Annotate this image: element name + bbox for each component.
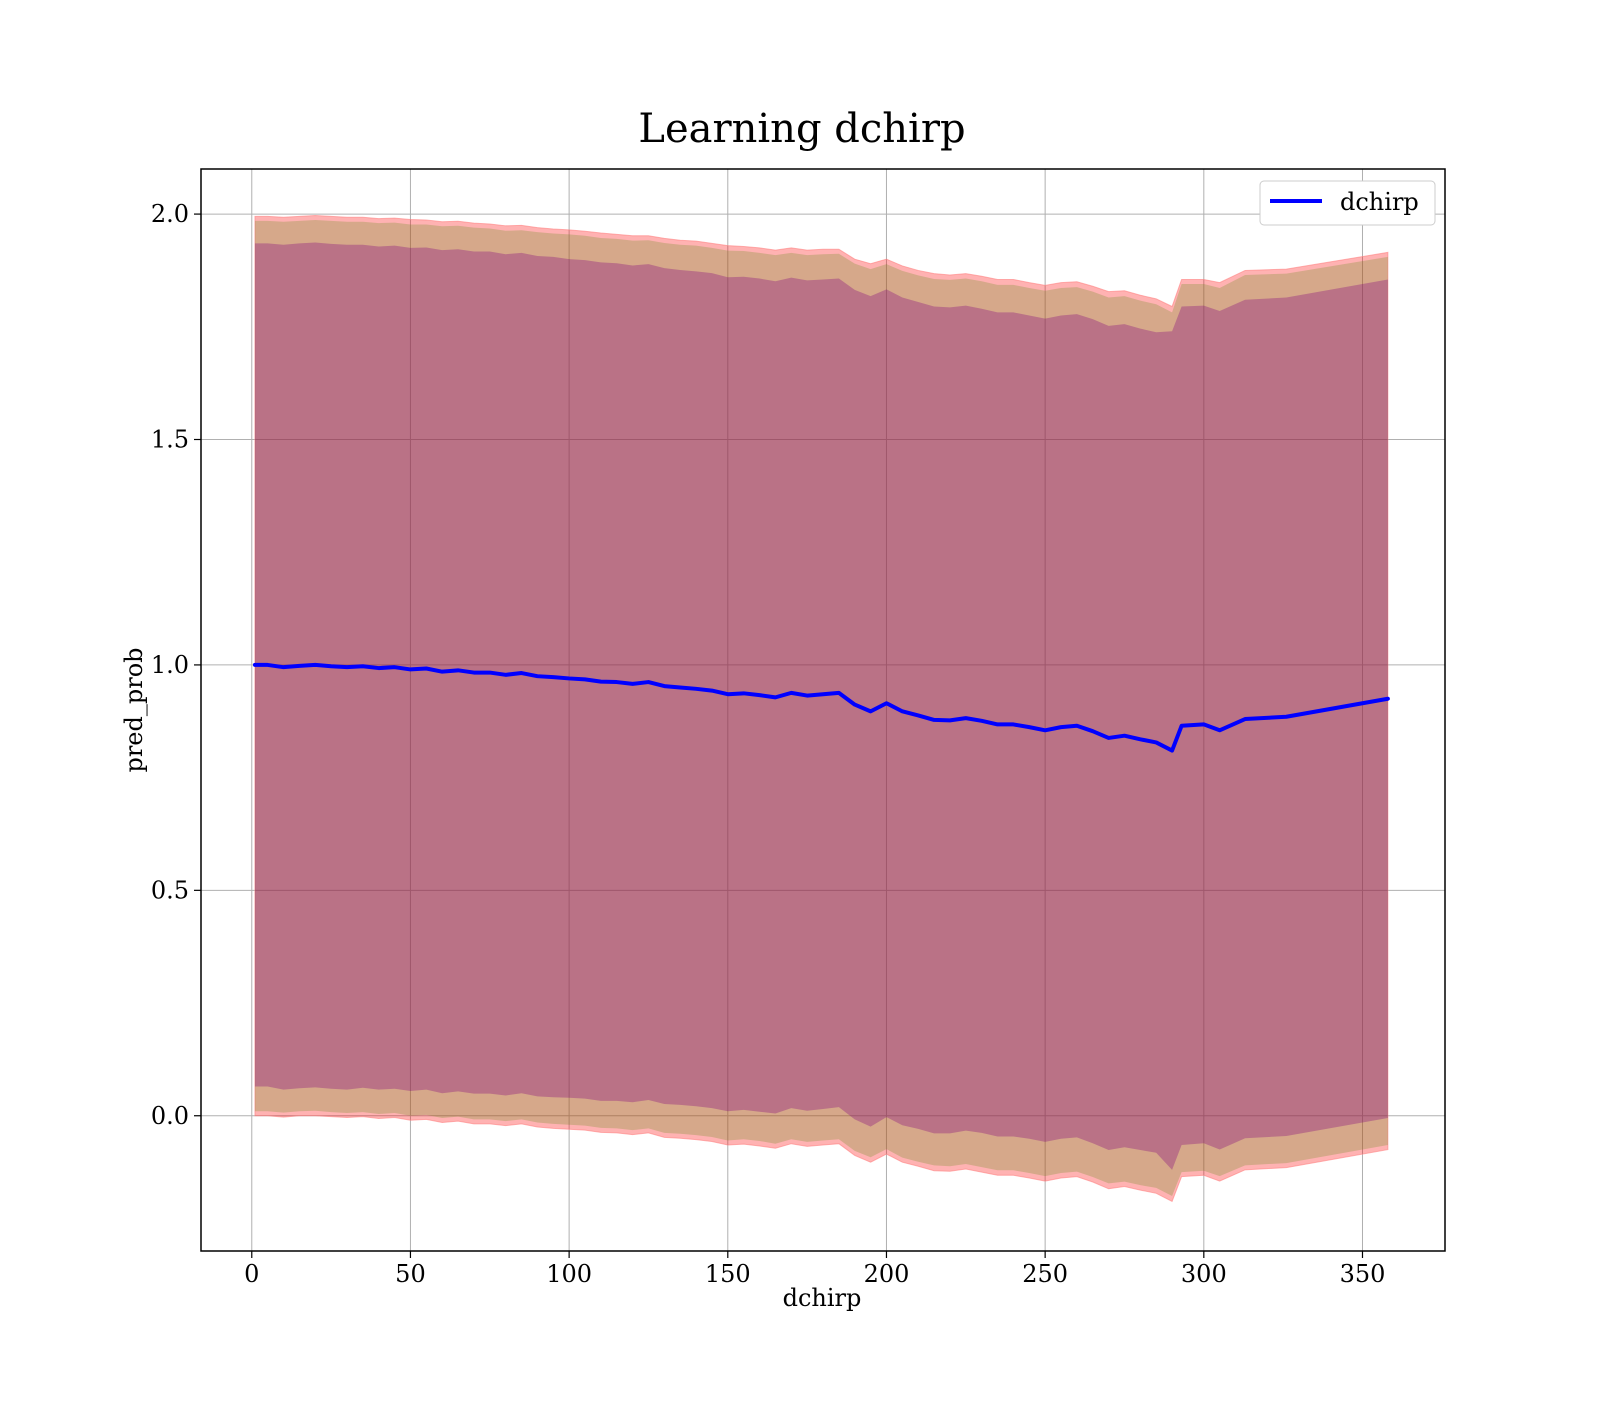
x-tick-label: 300	[1181, 1260, 1227, 1288]
line-layer	[252, 662, 1390, 753]
band-red	[254, 214, 1389, 1203]
x-tick-label: 250	[1022, 1260, 1068, 1288]
x-tick-label: 50	[395, 1260, 426, 1288]
y-tick-label: 0.5	[151, 876, 189, 904]
band-purple	[254, 242, 1388, 1170]
x-tick-label: 200	[864, 1260, 910, 1288]
band-layer	[254, 214, 1389, 1203]
series-line-dchirp	[252, 662, 1390, 753]
x-tick-label: 150	[705, 1260, 751, 1288]
x-tick-label: 0	[244, 1260, 259, 1288]
y-tick-label: 1.0	[151, 651, 189, 679]
band-olive	[254, 219, 1388, 1196]
x-tick-label: 350	[1340, 1260, 1386, 1288]
x-tick-label: 100	[546, 1260, 592, 1288]
grid-layer	[201, 169, 1445, 1251]
y-axis-label: pred_prob	[120, 647, 148, 772]
axis-layer: 0 50 100 150 200 250 300 350 0.0 0.5 1.0 1.5 2.0	[151, 200, 1386, 1288]
legend-label-dchirp: dchirp	[1340, 188, 1419, 216]
chart-title: Learning dchirp	[638, 106, 965, 152]
y-tick-label: 1.5	[151, 426, 189, 454]
legend: dchirp	[1259, 180, 1436, 226]
legend-box	[1259, 180, 1436, 226]
plot-frame	[200, 168, 1446, 1252]
x-axis-label: dchirp	[783, 1284, 862, 1312]
y-tick-label: 2.0	[151, 200, 189, 228]
y-tick-label: 0.0	[151, 1102, 189, 1130]
